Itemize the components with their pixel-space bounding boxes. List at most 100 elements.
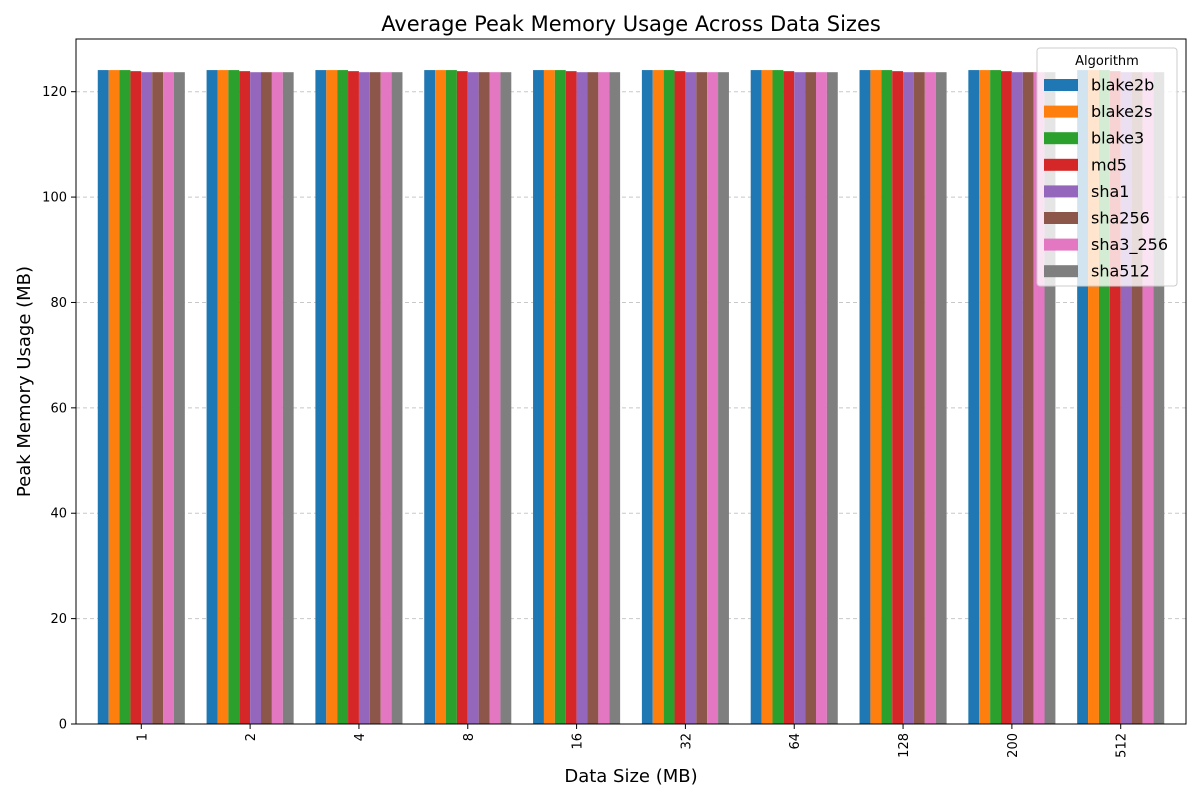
bar-sha512-200: [1044, 72, 1056, 724]
bar-sha512-4: [391, 72, 403, 724]
bar-blake3-512: [1098, 70, 1110, 725]
plot-frame: [75, 38, 1187, 725]
bar-sha3_256-2: [271, 72, 283, 724]
y-tick-label: 60: [50, 401, 67, 416]
bar-sha256-512: [1131, 72, 1143, 724]
bar-md5-64: [783, 71, 795, 724]
x-tick-label: 64: [788, 733, 803, 750]
legend-swatch-blake2s: [1044, 105, 1078, 118]
legend-swatch-sha256: [1044, 212, 1078, 224]
bar-sha3_256-512: [1142, 72, 1154, 724]
bar-blake2b-8: [424, 70, 436, 725]
bar-sha512-16: [609, 72, 621, 724]
bar-sha256-200: [1022, 72, 1034, 724]
bar-blake2s-4: [326, 70, 338, 725]
bar-sha512-128: [935, 72, 947, 724]
bar-sha512-2: [282, 72, 294, 724]
bar-blake2s-32: [652, 70, 664, 725]
bar-blake2s-16: [543, 70, 555, 725]
legend-label-sha1: sha1: [1091, 182, 1129, 201]
legend-label-sha512: sha512: [1091, 262, 1150, 281]
x-tick-label: 128: [897, 733, 912, 758]
bar-sha256-4: [369, 72, 381, 724]
bar-sha512-1: [173, 72, 185, 724]
bar-sha3_256-8: [489, 72, 501, 724]
legend-label-blake2b: blake2b: [1091, 76, 1154, 95]
y-tick-label: 120: [42, 85, 67, 100]
legend-swatch-sha512: [1044, 265, 1078, 278]
x-tick-label: 2: [244, 733, 259, 741]
bar-md5-200: [1001, 71, 1012, 724]
legend-items: blake2b blake2s blake3 md5 sha1 sha256 sha3_25…: [1044, 76, 1168, 281]
y-tick-label: 20: [50, 612, 67, 627]
bar-blake2b-32: [641, 70, 653, 725]
x-tick-label: 1: [135, 733, 150, 741]
bar-blake3-1: [119, 70, 131, 725]
bar-sha256-128: [913, 72, 925, 724]
bar-blake2b-1: [97, 70, 109, 725]
x-tick-label: 200: [1006, 733, 1021, 758]
y-tick-label: 100: [42, 191, 67, 206]
bar-blake3-128: [881, 70, 893, 725]
bar-blake2s-8: [435, 70, 446, 725]
bar-sha1-8: [467, 72, 479, 724]
bar-sha3_256-200: [1033, 72, 1045, 724]
y-axis-label: Peak Memory Usage (MB): [14, 266, 35, 497]
bar-blake2s-128: [870, 70, 882, 725]
bar-sha512-32: [718, 72, 729, 724]
bar-md5-32: [674, 71, 686, 724]
bar-blake2s-64: [761, 70, 773, 725]
bar-sha1-16: [576, 72, 588, 724]
bar-blake2s-512: [1088, 70, 1099, 725]
x-tick-label: 4: [353, 733, 368, 741]
bar-sha256-8: [478, 72, 490, 724]
y-tick-label: 80: [50, 296, 67, 311]
bar-sha3_256-32: [707, 72, 719, 724]
bar-blake3-200: [990, 70, 1001, 725]
bar-sha256-1: [152, 72, 164, 724]
bar-blake2b-128: [859, 70, 871, 725]
legend-label-sha3_256: sha3_256: [1091, 235, 1168, 255]
y-axis-ticks: 0 20 40 60 80 100 120: [42, 85, 76, 733]
bar-sha1-64: [794, 72, 806, 724]
legend-swatch-blake2b: [1044, 79, 1078, 91]
chart-title: Average Peak Memory Usage Across Data Si…: [381, 12, 881, 36]
bar-sha1-200: [1011, 72, 1023, 724]
bar-blake2b-200: [968, 70, 980, 725]
bar-sha1-4: [358, 72, 370, 724]
bar-blake2s-200: [979, 70, 991, 725]
bar-blake2b-4: [315, 70, 327, 725]
bar-sha1-512: [1120, 72, 1132, 724]
legend-swatch-blake3: [1044, 132, 1078, 145]
bar-sha3_256-128: [924, 72, 936, 724]
bar-blake2b-512: [1077, 70, 1089, 725]
bar-sha512-8: [500, 72, 512, 724]
bar-sha3_256-1: [163, 72, 174, 724]
bar-md5-1: [130, 71, 142, 724]
bar-blake3-32: [663, 70, 675, 725]
bar-sha1-32: [685, 72, 697, 724]
bar-sha3_256-4: [380, 72, 392, 724]
legend: Algorithm blake2b blake2s blake3 md5 sha1 sha…: [1036, 47, 1178, 287]
bar-sha256-2: [261, 72, 272, 724]
bar-blake2b-2: [206, 70, 218, 725]
bar-blake2b-16: [533, 70, 544, 725]
bars-layer: [97, 70, 1165, 725]
bar-blake3-64: [772, 70, 784, 725]
x-tick-label: 16: [571, 733, 586, 750]
bar-sha512-512: [1153, 72, 1165, 724]
bar-md5-512: [1109, 71, 1121, 724]
bar-sha1-128: [903, 72, 914, 724]
x-tick-label: 8: [462, 733, 477, 741]
bar-sha256-64: [805, 72, 816, 724]
bar-blake3-2: [228, 70, 240, 725]
bar-sha3_256-16: [598, 72, 610, 724]
x-axis-label: Data Size (MB): [564, 766, 697, 787]
y-tick-label: 0: [59, 718, 67, 733]
bar-blake2s-1: [108, 70, 120, 725]
bar-md5-4: [348, 71, 359, 724]
bar-md5-8: [456, 71, 468, 724]
legend-swatch-sha3_256: [1044, 238, 1078, 251]
bar-sha256-16: [587, 72, 599, 724]
